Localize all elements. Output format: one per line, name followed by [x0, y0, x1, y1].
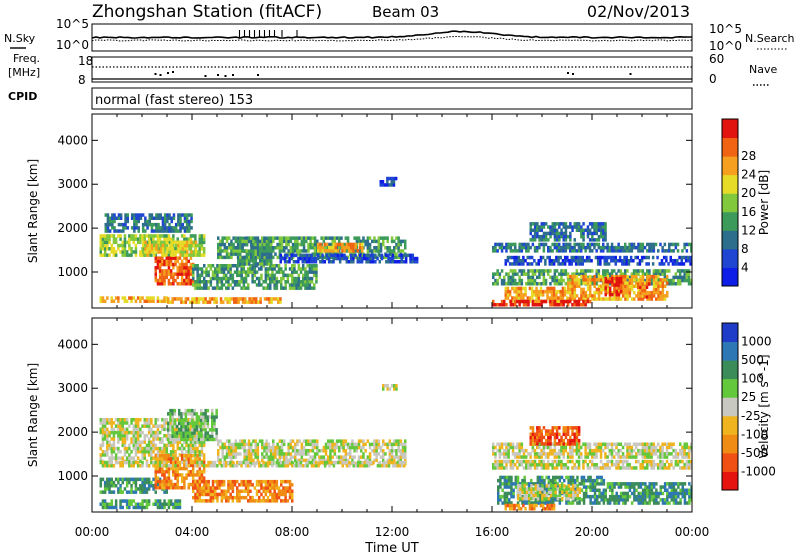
noise-tick-left-high: 10^5 [56, 17, 89, 31]
colorbar-tick-label: 1000 [741, 335, 772, 349]
noise-sky-line [91, 30, 692, 39]
x-tick-label: 20:00 [575, 525, 610, 539]
y-tick-label: 3000 [57, 177, 88, 191]
colorbar-segment [722, 378, 738, 398]
scatter-cells [99, 176, 692, 307]
colorbar-segment [722, 230, 738, 250]
y-tick-label: 1000 [57, 469, 88, 483]
colorbar-segment [722, 267, 738, 287]
nave-dip [172, 71, 174, 73]
nave-dip [224, 75, 227, 77]
colorbar-tick-label: 16 [741, 205, 756, 219]
nave-dip [159, 74, 162, 76]
power-panel: 1000 2000 3000 4000 Slant Range [km] 4 8 12 16 20… [26, 113, 771, 309]
noise-tick-right-low: 10^0 [709, 39, 742, 53]
x-tick-label: 12:00 [375, 525, 410, 539]
y-tick-label: 3000 [57, 381, 88, 395]
nave-tick-low: 0 [709, 72, 717, 86]
time-axis-label: Time UT [364, 541, 418, 554]
cpid-panel [91, 87, 693, 110]
freq-unit-label: [MHz] [8, 66, 40, 79]
noise-tick-left-low: 10^0 [56, 38, 89, 52]
nave-dip [232, 74, 234, 76]
mode-text: normal (fast stereo) 153 [95, 93, 253, 108]
colorbar-tick-label: -1000 [741, 464, 776, 478]
x-tick-label: 16:00 [475, 525, 510, 539]
nave-tick-high: 60 [709, 52, 724, 66]
colorbar-tick-label: 8 [741, 242, 749, 256]
colorbar-tick-label: -500 [741, 446, 768, 460]
colorbar-segment [722, 434, 738, 454]
colorbar-tick-label: -100 [741, 427, 768, 441]
colorbar-tick-label: 4 [741, 260, 749, 274]
colorbar-segment [722, 156, 738, 176]
colorbar-segment [722, 323, 738, 343]
station-title: Zhongshan Station (fitACF) [92, 2, 322, 22]
colorbar-segment [722, 137, 738, 157]
colorbar-frame [721, 118, 739, 287]
noise-tick-right-high: 10^5 [709, 22, 742, 36]
colorbar-segment [722, 471, 738, 491]
velocity-panel: 1000 2000 3000 4000 Slant Range [km] 1000 500 1… [26, 317, 776, 513]
colorbar-segment [722, 341, 738, 361]
scatter-cells [99, 384, 692, 511]
colorbar-segment [722, 248, 738, 268]
colorbar-tick-label: -25 [741, 409, 761, 423]
cpid-label: CPID [8, 90, 37, 103]
freq-label: Freq. [13, 52, 40, 65]
nave-dip [572, 73, 574, 75]
colorbar-segment [722, 193, 738, 213]
colorbar-label: Power [dB] [757, 170, 771, 235]
noise-spikes [238, 30, 298, 37]
colorbar-frame [721, 322, 739, 491]
beam-label: Beam 03 [372, 3, 439, 21]
date-label: 02/Nov/2013 [587, 2, 690, 21]
colorbar-label: Velocity [m s^-1] [757, 354, 771, 458]
colorbar-tick-label: 20 [741, 186, 756, 200]
colorbar-segment [722, 211, 738, 231]
x-tick-label: 04:00 [175, 525, 210, 539]
colorbar-segment [722, 397, 738, 417]
colorbar-segment [722, 452, 738, 472]
colorbar-tick-label: 12 [741, 223, 756, 237]
time-axis: 00:00 04:00 08:00 12:00 16:00 20:00 00:00 [75, 525, 710, 539]
colorbar-segment [722, 360, 738, 380]
nsearch-label: N.Search [745, 32, 795, 45]
y-tick-label: 2000 [57, 221, 88, 235]
colorbar-tick-label: 25 [741, 390, 756, 404]
nave-label: Nave [749, 63, 777, 76]
nsky-label: N.Sky [4, 32, 36, 45]
y-tick-label: 4000 [57, 337, 88, 351]
freq-tick-high: 18 [78, 54, 93, 68]
nave-dip [257, 74, 259, 76]
colorbar-tick-label: 24 [741, 168, 756, 182]
colorbar-segment [722, 119, 738, 139]
nave-dip [154, 73, 157, 75]
nave-dip [167, 72, 169, 74]
x-tick-label: 08:00 [275, 525, 310, 539]
y-axis-label: Slant Range [km] [26, 159, 40, 263]
nave-marks [154, 71, 632, 77]
y-tick-label: 2000 [57, 425, 88, 439]
freq-panel [91, 56, 693, 83]
y-axis-label: Slant Range [km] [26, 363, 40, 467]
nave-dip [567, 72, 569, 74]
x-tick-label: 00:00 [675, 525, 710, 539]
colorbar-tick-label: 28 [741, 149, 756, 163]
colorbar-tick-label: 500 [741, 353, 764, 367]
colorbar-tick-label: 100 [741, 372, 764, 386]
y-tick-label: 1000 [57, 265, 88, 279]
x-tick-label: 00:00 [75, 525, 110, 539]
colorbar-segment [722, 174, 738, 194]
nave-dip [629, 73, 632, 75]
colorbar-segment [722, 415, 738, 435]
nave-dip [217, 74, 219, 76]
nave-dip [204, 75, 207, 77]
freq-tick-low: 8 [78, 73, 86, 87]
y-tick-label: 4000 [57, 133, 88, 147]
